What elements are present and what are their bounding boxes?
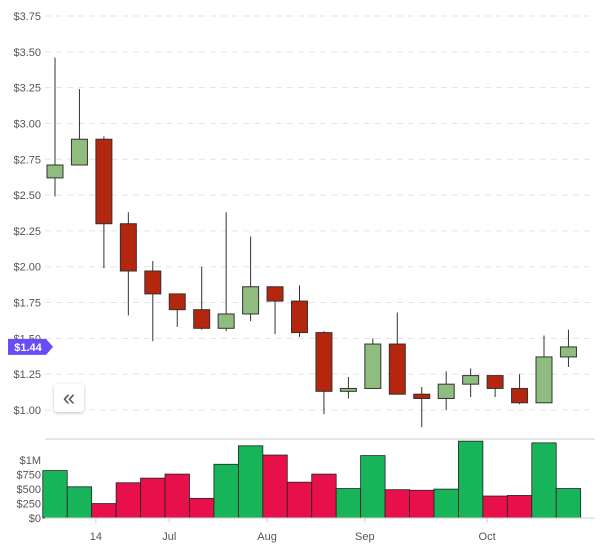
- candle-body: [144, 270, 162, 295]
- candle-body: [339, 387, 357, 392]
- double-chevron-left-icon: «: [62, 385, 76, 410]
- candle-body: [95, 138, 113, 225]
- price-tick-label: $3.25: [13, 83, 41, 95]
- candle-body: [242, 286, 260, 315]
- volume-tick-label: $500: [17, 484, 41, 496]
- volume-bar: [433, 488, 459, 519]
- volume-bar: [531, 442, 557, 519]
- current-price-label: $1.44: [14, 342, 42, 354]
- candle-body: [291, 300, 308, 334]
- x-tick-label: 14: [90, 531, 102, 543]
- volume-tick-label: $250: [17, 499, 41, 511]
- volume-bar: [384, 489, 410, 519]
- volume-bar: [286, 481, 313, 519]
- volume-bar: [555, 488, 582, 519]
- candle-body: [70, 138, 88, 166]
- volume-bar: [262, 454, 288, 519]
- price-tick-label: $2.25: [13, 226, 41, 238]
- price-tick-label: $2.75: [13, 154, 41, 166]
- volume-bar: [91, 503, 117, 519]
- candle-body: [46, 164, 64, 179]
- volume-bar: [506, 495, 533, 519]
- candle-body: [511, 387, 529, 404]
- x-tick-label: Sep: [355, 531, 375, 543]
- price-tick-label: $1.00: [13, 405, 41, 417]
- candle-body: [119, 223, 137, 272]
- volume-bar: [482, 495, 508, 519]
- price-tick-label: $3.50: [13, 47, 41, 59]
- volume-bar: [213, 463, 239, 519]
- volume-bar: [140, 477, 166, 519]
- volume-bar: [409, 489, 435, 519]
- price-tick-label: $3.00: [13, 118, 41, 130]
- current-price-tag: [8, 338, 53, 355]
- price-tick-label: $2.00: [13, 262, 41, 274]
- volume-bar: [42, 470, 68, 519]
- volume-bar: [189, 497, 215, 519]
- candle-body: [559, 346, 577, 358]
- volume-bar: [164, 473, 190, 519]
- candle-body: [413, 393, 431, 399]
- x-tick-label: Aug: [257, 531, 277, 543]
- candle-body: [266, 286, 284, 302]
- volume-tick-label: $0: [29, 513, 41, 525]
- price-tick-label: $3.75: [13, 11, 41, 23]
- x-tick-label: Oct: [479, 531, 496, 543]
- price-tick-label: $1.25: [13, 369, 41, 381]
- candle-body: [168, 293, 186, 311]
- volume-bar: [237, 445, 264, 519]
- candle-body: [315, 332, 333, 392]
- volume-bar: [66, 486, 93, 519]
- volume-bar: [335, 488, 362, 519]
- x-tick-label: Jul: [162, 531, 176, 543]
- volume-tick-label: $1M: [20, 455, 41, 467]
- price-tick-label: $1.75: [13, 298, 41, 310]
- candle-body: [364, 343, 382, 389]
- price-tick-label: $2.50: [13, 190, 41, 202]
- volume-bar: [115, 482, 141, 519]
- candle-body: [217, 313, 235, 329]
- candle-body: [486, 375, 504, 389]
- candle-body: [437, 383, 455, 399]
- volume-bar: [311, 473, 337, 519]
- collapse-panel-button[interactable]: «: [54, 384, 84, 412]
- volume-bar: [458, 440, 484, 519]
- candle-body: [462, 375, 480, 385]
- candle-body: [535, 356, 553, 404]
- volume-tick-label: $750: [17, 470, 41, 482]
- volume-bar: [360, 455, 386, 519]
- candle-body: [388, 343, 406, 395]
- candle-body: [193, 309, 211, 329]
